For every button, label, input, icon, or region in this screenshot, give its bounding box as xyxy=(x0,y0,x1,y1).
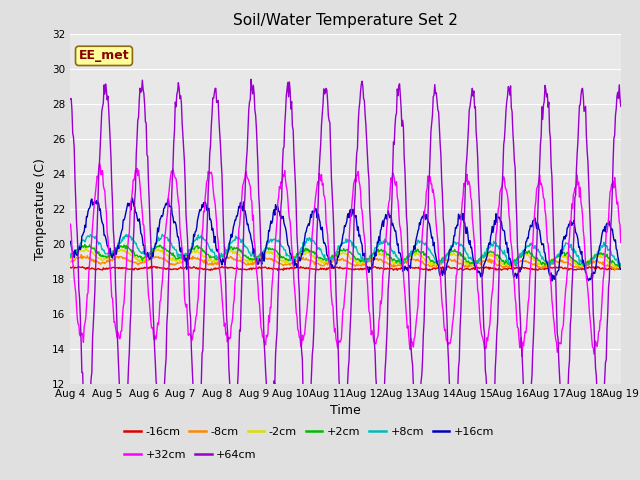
+2cm xyxy=(67,254,74,260)
+64cm xyxy=(189,380,196,386)
-2cm xyxy=(617,264,625,270)
+16cm xyxy=(190,231,198,237)
Line: -8cm: -8cm xyxy=(70,254,621,270)
+8cm xyxy=(159,231,166,237)
Line: +64cm: +64cm xyxy=(70,79,621,435)
+32cm xyxy=(429,187,437,192)
-16cm xyxy=(77,264,84,270)
+2cm xyxy=(81,242,89,248)
-8cm xyxy=(190,256,198,262)
-16cm xyxy=(218,264,226,269)
+32cm xyxy=(95,160,103,166)
-16cm xyxy=(133,266,141,272)
+16cm xyxy=(134,218,141,224)
-2cm xyxy=(429,260,437,265)
+2cm xyxy=(134,253,141,259)
+8cm xyxy=(190,237,198,243)
-8cm xyxy=(219,257,227,263)
-8cm xyxy=(429,262,437,268)
+2cm xyxy=(413,247,421,252)
-16cm xyxy=(445,263,452,269)
+64cm xyxy=(67,96,74,102)
+2cm xyxy=(190,245,198,251)
Y-axis label: Temperature (C): Temperature (C) xyxy=(34,158,47,260)
Line: +2cm: +2cm xyxy=(70,245,621,266)
-16cm xyxy=(617,266,625,272)
-2cm xyxy=(77,248,84,253)
+8cm xyxy=(77,240,84,246)
+8cm xyxy=(67,251,74,257)
-2cm xyxy=(413,251,421,256)
-16cm xyxy=(67,264,74,270)
+32cm xyxy=(617,240,625,245)
X-axis label: Time: Time xyxy=(330,405,361,418)
+64cm xyxy=(413,407,421,412)
-2cm xyxy=(134,259,141,264)
Title: Soil/Water Temperature Set 2: Soil/Water Temperature Set 2 xyxy=(233,13,458,28)
Line: +32cm: +32cm xyxy=(70,163,621,356)
+64cm xyxy=(133,136,141,142)
+8cm xyxy=(133,243,141,249)
-8cm xyxy=(134,262,141,268)
+32cm xyxy=(134,173,141,179)
Line: -16cm: -16cm xyxy=(70,266,621,271)
+16cm xyxy=(548,278,556,284)
+64cm xyxy=(247,76,255,82)
-16cm xyxy=(274,268,282,274)
+64cm xyxy=(77,315,84,321)
-16cm xyxy=(429,265,437,271)
+8cm xyxy=(413,240,421,246)
-2cm xyxy=(219,254,227,260)
+32cm xyxy=(77,333,84,339)
-2cm xyxy=(614,265,621,271)
+64cm xyxy=(429,94,437,99)
+2cm xyxy=(77,247,84,252)
Line: -2cm: -2cm xyxy=(70,248,621,268)
Line: +8cm: +8cm xyxy=(70,234,621,267)
-8cm xyxy=(611,267,618,273)
Legend: +32cm, +64cm: +32cm, +64cm xyxy=(120,445,261,464)
+16cm xyxy=(413,232,421,238)
+32cm xyxy=(518,353,526,359)
+2cm xyxy=(219,254,227,260)
+32cm xyxy=(190,327,198,333)
-8cm xyxy=(617,263,625,268)
+8cm xyxy=(617,261,625,266)
+2cm xyxy=(429,259,437,264)
+8cm xyxy=(219,253,227,259)
+16cm xyxy=(67,239,74,244)
-16cm xyxy=(189,265,196,271)
+64cm xyxy=(560,432,568,438)
+32cm xyxy=(413,310,421,316)
+16cm xyxy=(77,247,84,252)
-8cm xyxy=(77,255,84,261)
+64cm xyxy=(617,104,625,109)
+16cm xyxy=(429,243,437,249)
+16cm xyxy=(129,195,136,201)
+2cm xyxy=(617,262,625,268)
+16cm xyxy=(617,266,625,272)
+32cm xyxy=(67,221,74,227)
+8cm xyxy=(616,264,623,270)
+64cm xyxy=(218,172,226,178)
+2cm xyxy=(616,264,623,269)
Text: EE_met: EE_met xyxy=(79,49,129,62)
-16cm xyxy=(413,265,421,271)
-8cm xyxy=(413,258,421,264)
Line: +16cm: +16cm xyxy=(70,198,621,281)
-8cm xyxy=(77,252,85,257)
+16cm xyxy=(219,256,227,262)
-8cm xyxy=(67,259,74,264)
-2cm xyxy=(67,255,74,261)
-2cm xyxy=(82,245,90,251)
+32cm xyxy=(219,303,227,309)
+8cm xyxy=(429,252,437,258)
-2cm xyxy=(190,249,198,254)
